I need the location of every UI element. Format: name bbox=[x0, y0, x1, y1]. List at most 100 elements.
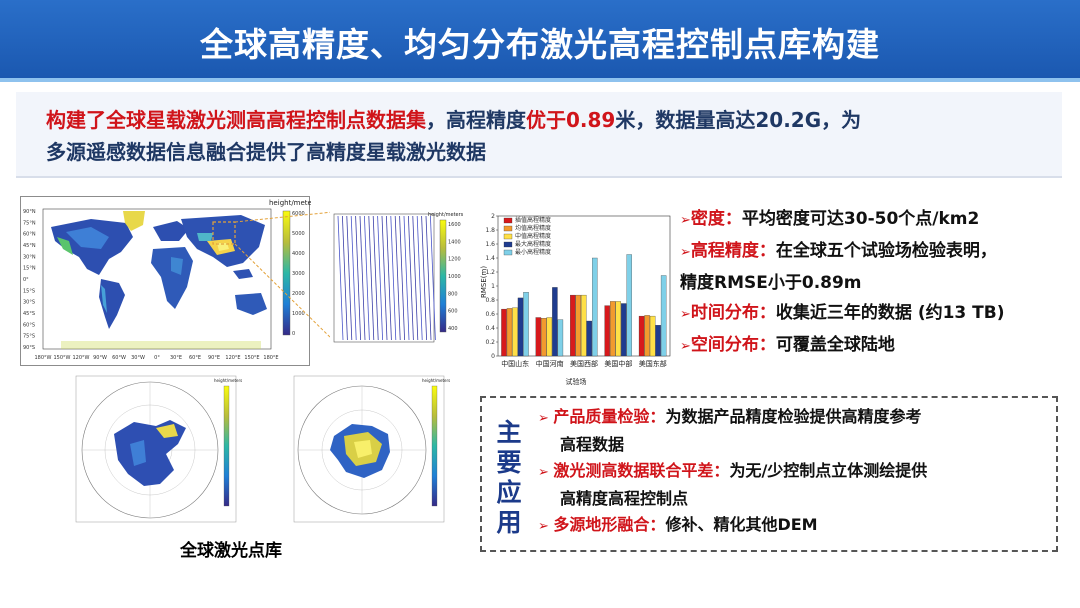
application-text: 为无/少控制点立体测绘提供 bbox=[729, 461, 928, 480]
application-item: ➢ 产品质量检验：为数据产品精度检验提供高精度参考 bbox=[538, 404, 1048, 432]
world-lat-tick: 45°N bbox=[23, 243, 36, 249]
legend-label: 最大高程精度 bbox=[515, 240, 551, 248]
antarctic-map-panel: height/meters bbox=[292, 374, 452, 526]
chart-bar bbox=[644, 315, 650, 357]
feature-text: 可覆盖全球陆地 bbox=[775, 335, 895, 355]
legend-label: 均值高程精度 bbox=[515, 224, 551, 232]
arctic-colorbar-title: height/meters bbox=[214, 378, 242, 383]
chart-bar bbox=[517, 297, 524, 357]
world-map: height/meters 6000500040003000200010000 … bbox=[23, 199, 319, 361]
zoom-track-map: height/meters 1600 1400 1200 1000 800 600 400 bbox=[333, 212, 464, 343]
chart-category-label: 美国东部 bbox=[639, 359, 667, 368]
rmse-bar-chart: RMSE(m) 试验场 0 0.2 0.4 0.6 0.8 1 1.2 1.4 1.6 1.8 2 中… bbox=[480, 213, 671, 386]
world-lon-tick: 60°E bbox=[189, 355, 201, 361]
chart-bar bbox=[552, 287, 558, 357]
summary-highlight: 构建了全球星载激光测高高程控制点数据集 bbox=[46, 108, 426, 132]
world-lon-tick: 60°W bbox=[112, 355, 126, 361]
feature-bullet: 精度RMSE小于0.89m bbox=[680, 268, 1080, 298]
world-lat-tick: 60°S bbox=[23, 322, 35, 328]
chart-category-label: 美国西部 bbox=[570, 359, 598, 368]
chart-bar bbox=[660, 275, 667, 357]
summary-line2: 多源遥感数据信息融合提供了高精度星载激光数据 bbox=[46, 140, 486, 164]
world-colorbar-tick: 3000 bbox=[292, 271, 305, 277]
feature-text: 在全球五个试验场检验表明， bbox=[775, 241, 997, 261]
summary-mid: ，高程精度 bbox=[426, 108, 526, 132]
world-lat-tick: 15°N bbox=[23, 266, 36, 272]
world-colorbar-tick: 1000 bbox=[292, 311, 305, 317]
world-lat-tick: 15°S bbox=[23, 288, 35, 294]
chart-bar bbox=[523, 292, 529, 357]
chart-bar bbox=[609, 301, 616, 357]
arrow-icon: ➢ bbox=[538, 465, 554, 480]
chart-bar bbox=[649, 315, 656, 357]
feature-text: 平均密度可达30-50个点/km2 bbox=[741, 209, 980, 229]
chart-bar bbox=[501, 308, 507, 357]
world-colorbar-tick: 0 bbox=[292, 331, 295, 337]
application-text: 为数据产品精度检验提供高精度参考 bbox=[665, 407, 922, 426]
chart-bar bbox=[535, 317, 542, 357]
arctic-map-panel: height/meters bbox=[74, 374, 250, 526]
zoom-colorbar-tick: 1400 bbox=[448, 239, 461, 245]
world-lat-tick: 90°S bbox=[23, 345, 35, 351]
world-colorbar-tick: 5000 bbox=[292, 231, 305, 237]
feature-key: 高程精度： bbox=[690, 241, 776, 261]
application-text-cont: 高精度高程控制点 bbox=[560, 489, 689, 508]
summary-accuracy: 优于0.89 bbox=[526, 108, 616, 132]
chart-category-label: 美国中部 bbox=[604, 359, 632, 368]
zoom-colorbar-tick: 1600 bbox=[448, 222, 461, 228]
world-map-panel: height/meters 6000500040003000200010000 … bbox=[20, 196, 319, 366]
summary-end: 米，数据量高达20.2G，为 bbox=[615, 108, 862, 132]
chart-xlabel: 试验场 bbox=[566, 377, 587, 386]
chart-bar bbox=[638, 315, 645, 357]
chart-bar bbox=[557, 319, 564, 357]
chart-ytick: 1.2 bbox=[485, 269, 495, 276]
chart-ylabel: RMSE(m) bbox=[480, 266, 488, 298]
world-lat-tick: 75°S bbox=[23, 334, 35, 340]
world-colorbar-tick: 4000 bbox=[292, 251, 305, 257]
feature-bullet: ➢时间分布：收集近三年的数据 (约13 TB) bbox=[680, 298, 1080, 330]
world-lon-tick: 180°W bbox=[35, 355, 52, 361]
feature-bullet: ➢空间分布：可覆盖全球陆地 bbox=[680, 330, 1080, 362]
world-lon-tick: 150°E bbox=[244, 355, 259, 361]
zoom-colorbar-tick: 1200 bbox=[448, 257, 461, 263]
chart-ytick: 1.8 bbox=[485, 227, 495, 234]
application-key: 激光测高数据联合平差： bbox=[553, 461, 730, 480]
zoom-colorbar-tick: 600 bbox=[448, 309, 458, 315]
feature-bullet: ➢密度：平均密度可达30-50个点/km2 bbox=[680, 204, 1080, 236]
rmse-chart-panel: RMSE(m) 试验场 0 0.2 0.4 0.6 0.8 1 1.2 1.4 1.6 1.8 2 中… bbox=[476, 206, 676, 386]
chart-ytick: 0.8 bbox=[485, 297, 495, 304]
feature-bullets: ➢密度：平均密度可达30-50个点/km2 ➢高程精度：在全球五个试验场检验表明，… bbox=[680, 204, 1080, 362]
zoom-colorbar-tick: 400 bbox=[448, 326, 458, 332]
antarctic-map: height/meters bbox=[293, 375, 450, 523]
applications-label: 主要应用 bbox=[496, 418, 522, 537]
world-colorbar-title: height/meters bbox=[269, 199, 311, 207]
chart-bar bbox=[655, 325, 661, 357]
application-key: 多源地形融合： bbox=[553, 515, 666, 534]
world-colorbar-tick: 2000 bbox=[292, 291, 305, 297]
summary-box: 构建了全球星载激光测高高程控制点数据集，高程精度优于0.89米，数据量高达20.… bbox=[16, 92, 1062, 178]
application-key: 产品质量检验： bbox=[553, 407, 666, 426]
antarctic-colorbar-title: height/meters bbox=[422, 378, 450, 383]
application-text-cont: 高程数据 bbox=[560, 435, 625, 454]
legend-swatch bbox=[503, 225, 513, 232]
chart-bar bbox=[592, 257, 598, 357]
world-lon-tick: 90°E bbox=[208, 355, 220, 361]
chart-ytick: 0.6 bbox=[485, 311, 495, 318]
chart-bar bbox=[546, 317, 553, 357]
chart-category-label: 中国山东 bbox=[501, 359, 529, 368]
application-item: ➢ 多源地形融合：修补、精化其他DEM bbox=[538, 512, 1048, 540]
zoom-colorbar-tick: 1000 bbox=[448, 274, 461, 280]
world-lat-tick: 60°N bbox=[23, 232, 36, 238]
arrow-icon: ➢ bbox=[680, 245, 691, 260]
title-bar: 全球高精度、均匀分布激光高程控制点库构建 bbox=[0, 0, 1080, 82]
chart-ytick: 0 bbox=[491, 353, 495, 360]
world-lon-tick: 180°E bbox=[263, 355, 278, 361]
world-lon-tick: 30°W bbox=[131, 355, 145, 361]
legend-swatch bbox=[503, 249, 513, 256]
world-lon-tick: 120°W bbox=[73, 355, 90, 361]
applications-list: ➢ 产品质量检验：为数据产品精度检验提供高精度参考高程数据 ➢ 激光测高数据联合平… bbox=[538, 404, 1048, 540]
feature-bullet: ➢高程精度：在全球五个试验场检验表明， bbox=[680, 236, 1080, 268]
legend-label: 中值高程精度 bbox=[515, 232, 551, 240]
zoom-colorbar bbox=[439, 219, 447, 333]
